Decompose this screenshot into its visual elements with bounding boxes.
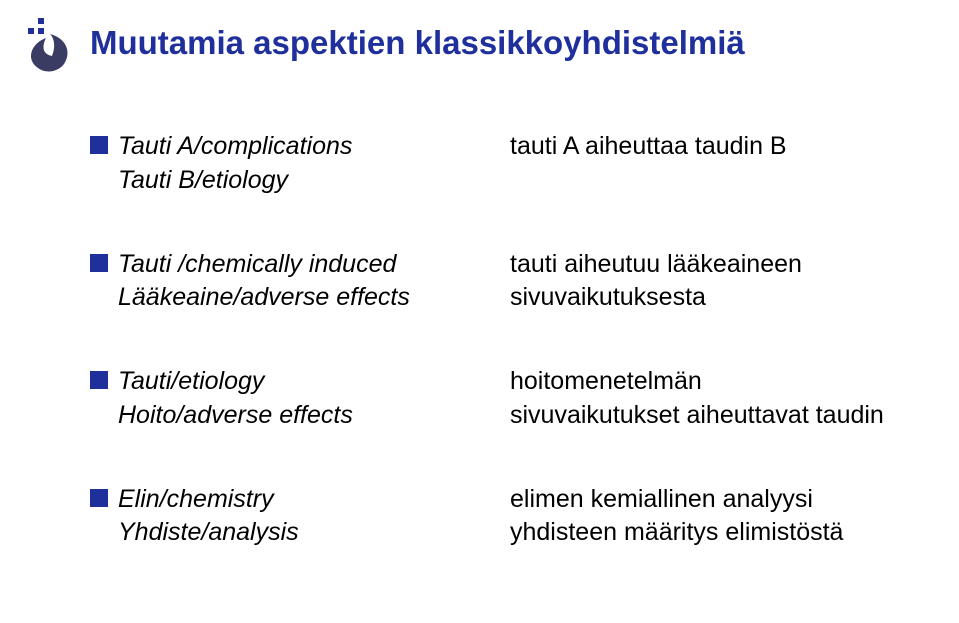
slide-title: Muutamia aspektien klassikkoyhdistelmiä	[90, 24, 745, 62]
right-column: tauti aiheutuu lääkeaineensivuvaikutukse…	[510, 248, 920, 316]
bullet-row: Lääkeaine/adverse effects	[90, 281, 510, 315]
content-area: Tauti A/complicationsTauti B/etiologytau…	[90, 130, 920, 600]
bullet-row: Hoito/adverse effects	[90, 399, 510, 433]
concept-label: Tauti /chemically induced	[118, 248, 396, 282]
description-row: sivuvaikutukset aiheuttavat taudin	[510, 399, 920, 433]
bullet-row: Tauti B/etiology	[90, 164, 510, 198]
left-column: Elin/chemistryYhdiste/analysis	[90, 483, 510, 551]
concept-label: Yhdiste/analysis	[118, 516, 299, 550]
description-text: sivuvaikutuksesta	[510, 281, 706, 315]
description-row: tauti aiheutuu lääkeaineen	[510, 248, 920, 282]
concept-label: Tauti A/complications	[118, 130, 352, 164]
concept-label: Tauti/etiology	[118, 365, 264, 399]
bullet-row: Tauti/etiology	[90, 365, 510, 399]
description-text: elimen kemiallinen analyysi	[510, 483, 813, 517]
concept-label: Tauti B/etiology	[118, 164, 288, 198]
bullet-square-icon	[90, 254, 108, 272]
description-row: hoitomenetelmän	[510, 365, 920, 399]
bullet-pair: Elin/chemistryYhdiste/analysiselimen kem…	[90, 483, 920, 551]
bullet-row: Tauti /chemically induced	[90, 248, 510, 282]
slide: Muutamia aspektien klassikkoyhdistelmiä …	[0, 0, 959, 623]
description-row: sivuvaikutuksesta	[510, 281, 920, 315]
description-text: yhdisteen määritys elimistöstä	[510, 516, 843, 550]
bullet-square-icon	[90, 489, 108, 507]
description-text	[510, 164, 517, 198]
bullet-row: Elin/chemistry	[90, 483, 510, 517]
description-text: sivuvaikutukset aiheuttavat taudin	[510, 399, 884, 433]
bullet-row: Yhdiste/analysis	[90, 516, 510, 550]
bullet-pair: Tauti /chemically inducedLääkeaine/adver…	[90, 248, 920, 316]
bullet-pair: Tauti/etiologyHoito/adverse effectshoito…	[90, 365, 920, 433]
right-column: tauti A aiheuttaa taudin B	[510, 130, 920, 198]
description-text: tauti A aiheuttaa taudin B	[510, 130, 787, 164]
description-text: tauti aiheutuu lääkeaineen	[510, 248, 802, 282]
bullet-square-icon	[90, 371, 108, 389]
description-row	[510, 164, 920, 198]
logo	[20, 16, 80, 76]
description-row: elimen kemiallinen analyysi	[510, 483, 920, 517]
description-row: tauti A aiheuttaa taudin B	[510, 130, 920, 164]
description-row: yhdisteen määritys elimistöstä	[510, 516, 920, 550]
right-column: hoitomenetelmänsivuvaikutukset aiheuttav…	[510, 365, 920, 433]
bullet-pair: Tauti A/complicationsTauti B/etiologytau…	[90, 130, 920, 198]
left-column: Tauti/etiologyHoito/adverse effects	[90, 365, 510, 433]
concept-label: Elin/chemistry	[118, 483, 274, 517]
right-column: elimen kemiallinen analyysiyhdisteen mää…	[510, 483, 920, 551]
concept-label: Hoito/adverse effects	[118, 399, 353, 433]
left-column: Tauti A/complicationsTauti B/etiology	[90, 130, 510, 198]
description-text: hoitomenetelmän	[510, 365, 702, 399]
bullet-square-icon	[90, 136, 108, 154]
concept-label: Lääkeaine/adverse effects	[118, 281, 410, 315]
bullet-row: Tauti A/complications	[90, 130, 510, 164]
left-column: Tauti /chemically inducedLääkeaine/adver…	[90, 248, 510, 316]
